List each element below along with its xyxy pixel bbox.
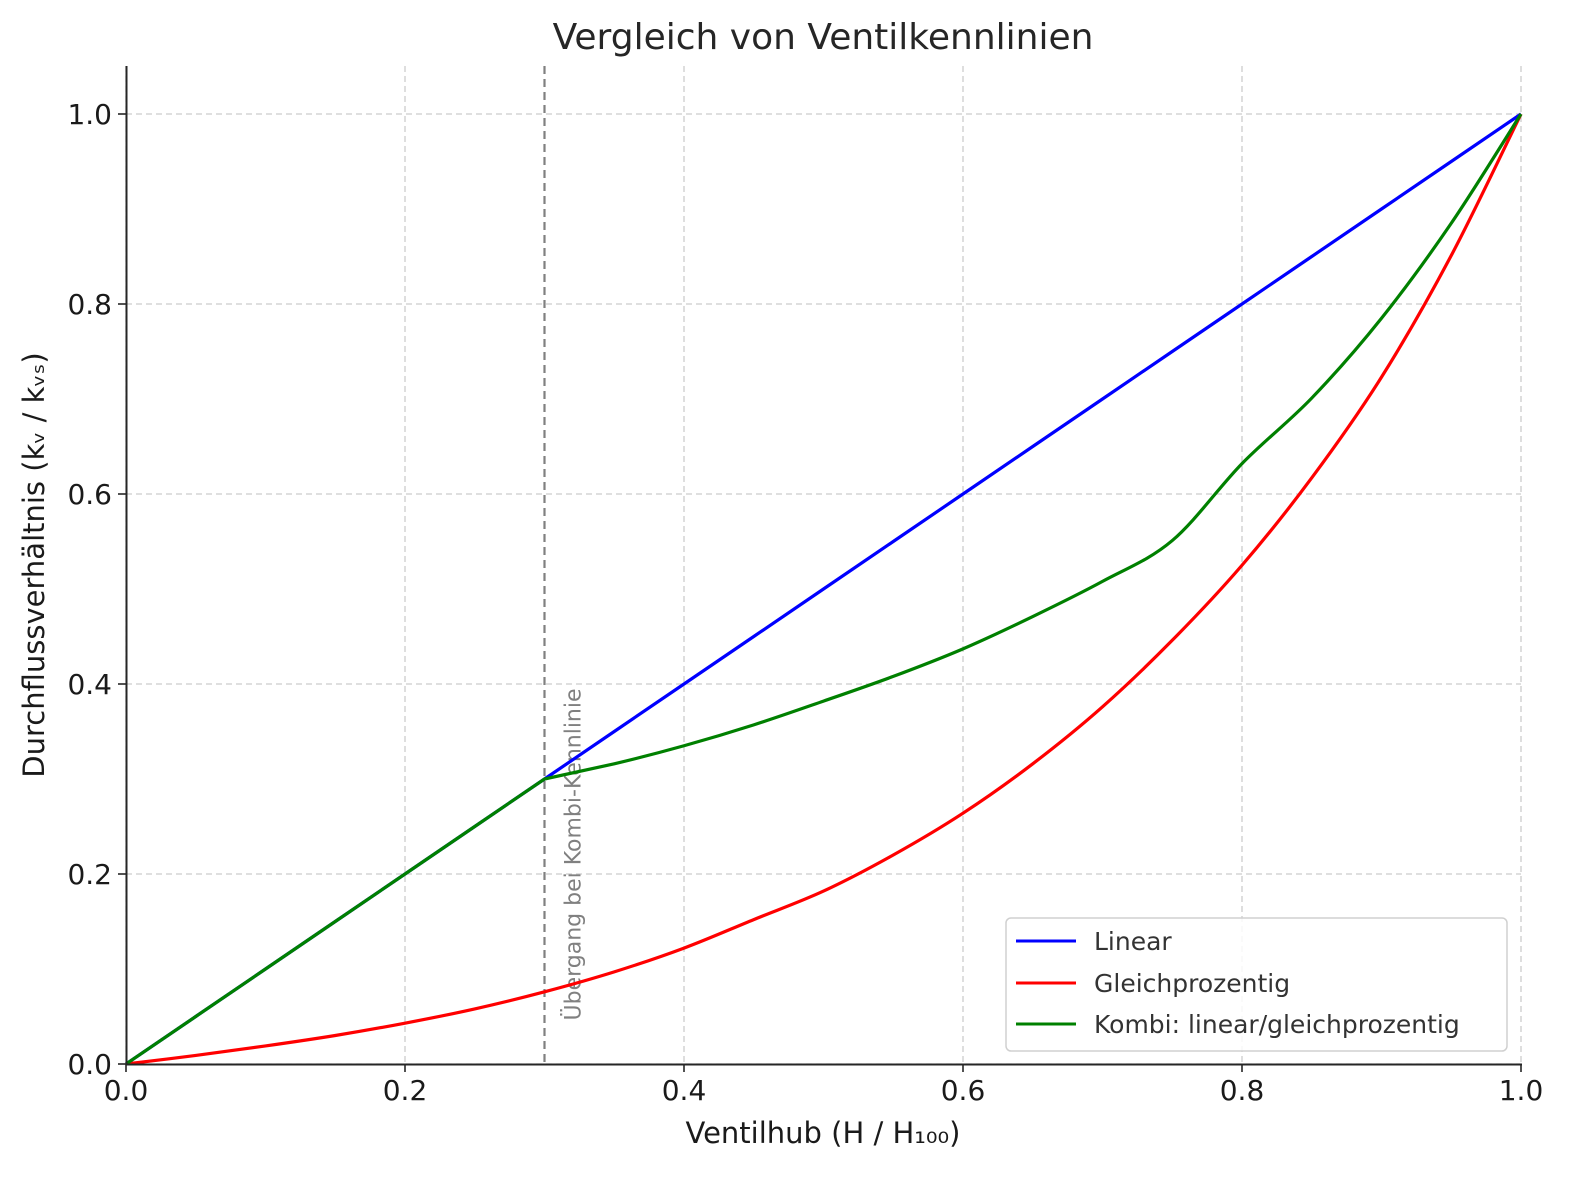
x-ticks: 0.0 0.2 0.4 0.6 0.8 1.0 <box>104 1064 1544 1107</box>
series <box>125 112 1523 1066</box>
legend-item-kombi: Kombi: linear/gleichprozentig <box>1016 1010 1460 1039</box>
legend-item-gleichprozentig: Gleichprozentig <box>1016 969 1290 998</box>
legend-item-linear: Linear <box>1016 927 1172 956</box>
series-gleichprozentig <box>125 113 1523 1066</box>
y-tick-label: 0.6 <box>67 478 112 511</box>
x-tick-label: 1.0 <box>1499 1074 1544 1107</box>
x-tick-label: 0.4 <box>662 1074 707 1107</box>
legend-box <box>1005 917 1508 1052</box>
y-ticks: 0.0 0.2 0.4 0.6 0.8 1.0 <box>67 98 126 1081</box>
annotations: Übergang bei Kombi-Kennlinie <box>543 66 586 1064</box>
x-tick-label: 0.0 <box>104 1074 149 1107</box>
transition-annotation: Übergang bei Kombi-Kennlinie <box>560 688 586 1020</box>
y-tick-label: 0.0 <box>67 1048 112 1081</box>
x-axis-label: Ventilhub (H / H₁₀₀) <box>685 1116 960 1150</box>
legend-label-kombi: Kombi: linear/gleichprozentig <box>1094 1010 1460 1039</box>
grid <box>125 66 1522 1065</box>
legend: Linear Gleichprozentig Kombi: linear/gle… <box>1005 917 1508 1052</box>
chart-title: Vergleich von Ventilkennlinien <box>553 17 1094 58</box>
axes <box>125 66 1522 1066</box>
x-tick-label: 0.6 <box>941 1074 986 1107</box>
y-tick-label: 0.8 <box>67 288 112 321</box>
legend-label-gleichprozentig: Gleichprozentig <box>1094 969 1290 998</box>
series-kombi <box>125 113 1523 1066</box>
y-tick-label: 0.2 <box>67 858 112 891</box>
x-tick-label: 0.2 <box>383 1074 428 1107</box>
y-tick-label: 1.0 <box>67 98 112 131</box>
y-axis-label: Durchflussverhältnis (kᵥ / kᵥₛ) <box>17 352 51 777</box>
y-tick-label: 0.4 <box>67 668 112 701</box>
x-tick-label: 0.8 <box>1220 1074 1265 1107</box>
legend-label-linear: Linear <box>1094 927 1172 956</box>
